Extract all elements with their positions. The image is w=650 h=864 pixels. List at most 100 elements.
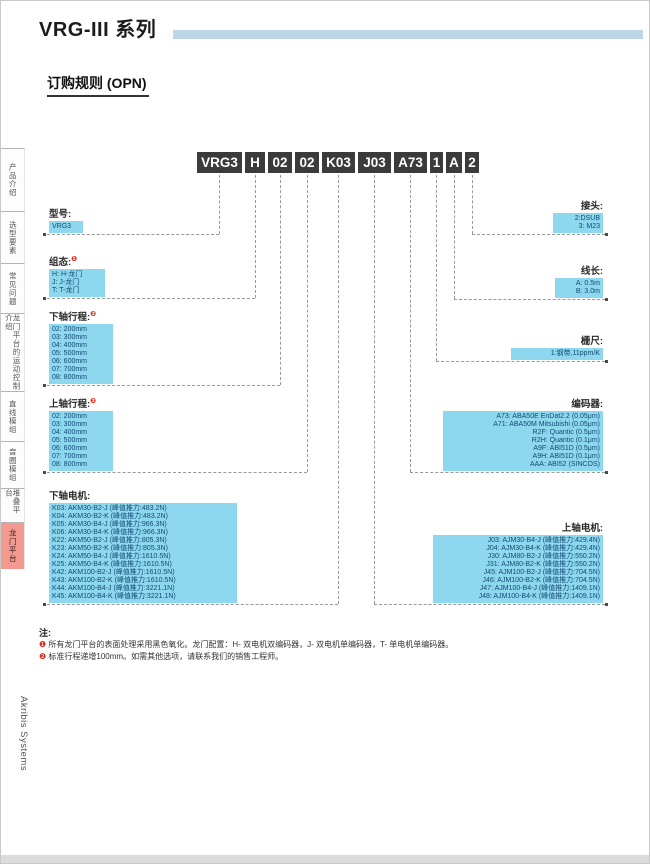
option-item: AAA: ABI52 (SINCOS) [529,461,600,468]
note-marker: ❶ [39,640,47,649]
option-item: J: J-龙门 [52,279,80,286]
connector-line-h [436,361,605,362]
option-item: K03: AKM30-B2-J (峰值推力:483.2N) [52,505,167,512]
connector-line-v [219,175,220,234]
upper-axis-stroke-options: 02: 200mm 03: 300mm 04: 400mm 05: 500mm 06: … [49,411,113,471]
sidebar-tab-label: 龙门平台的运动控制介绍 [4,314,22,391]
part-number-segment: 1 [430,152,443,173]
note-reference-marker: ❶ [71,255,78,263]
lower-axis-motor-label: 下轴电机: [49,488,90,502]
sidebar-tab-2[interactable]: 选型要素 [1,211,25,263]
option-item: J31: AJM80-B2-K (峰值推力:550.2N) [486,561,600,568]
option-item: 1:钢带,11ppm/K [550,350,600,357]
option-item: B: 3.0m [575,288,600,295]
sidebar-tab-strip: 产品介绍 选型要素 常见问题 龙门平台的运动控制介绍 直线模组音圈模组堆叠平台龙门平台 [1,148,25,569]
option-item: 05: 500mm [52,350,88,357]
line-end-dot [605,471,608,474]
option-item: K05: AKM30-B4-J (峰值推力:966.3N) [52,521,167,528]
configuration-label: 组态:❶ [49,254,77,268]
group-label-text: 栅尺: [580,336,603,347]
group-label-text: 编码器: [571,399,603,410]
model-options: VRG3 [49,221,83,233]
note-item: ❶ 所有龙门平台的表面处理采用黑色氧化。龙门配置：H- 双电机双编码器，J- 双… [39,639,453,651]
configuration-options: H: H-龙门 J: J-龙门 T: T-龙门 [49,269,105,297]
connector-line-v [472,175,473,234]
scale-options: 1:钢带,11ppm/K [511,348,603,360]
sidebar-tab-label: 龙门平台 [8,529,18,563]
option-item: A71: ABA50M Mitsubishi (0.05μm) [493,421,600,428]
connector-line-v [255,175,256,298]
section-title: 订购规则 (OPN) [47,73,149,97]
option-item: J30: AJM80-B2-J (峰值推力:550.2N) [487,553,600,560]
sidebar-tab-6[interactable]: 音圈模组 [1,441,25,488]
part-number-segment: 02 [268,152,292,173]
option-item: 07: 700mm [52,453,88,460]
option-item: A73: ABA50E EnDat2.2 (0.05μm) [496,413,600,420]
connector-line-h [472,234,605,235]
brand-vertical-text: Akribis Systems [18,696,29,772]
sidebar-tab-4[interactable]: 龙门平台的运动控制介绍 [1,313,25,391]
sidebar-tab-1[interactable]: 产品介绍 [1,148,25,211]
group-label-text: 上轴电机: [561,523,603,534]
option-item: 06: 600mm [52,445,88,452]
line-end-dot [605,233,608,236]
option-item: K23: AKM50-B2-K (峰值推力:805.3N) [52,545,168,552]
option-item: H: H-龙门 [52,271,83,278]
part-number: VRG3 H 02 02 K03 J03 A73 1 A 2 [197,152,479,173]
sidebar-tab-5[interactable]: 直线模组 [1,391,25,441]
option-item: 08: 800mm [52,374,88,381]
lower-axis-motor-options: K03: AKM30-B2-J (峰值推力:483.2N) K04: AKM30-… [49,503,237,603]
line-end-dot [605,360,608,363]
connector-line-h [47,604,338,605]
option-item: J03: AJM30-B4-J (峰值推力:429.4N) [487,537,600,544]
line-end-dot [605,298,608,301]
option-item: R2H: Quantic (0.1μm) [531,437,600,444]
connector-line-v [454,175,455,299]
encoder-label: 编码器: [571,396,603,410]
part-number-segment: 02 [295,152,319,173]
note-text: 标准行程递增100mm。如需其他选项，请联系我们的销售工程师。 [48,652,284,661]
option-item: VRG3 [52,223,72,230]
line-end-dot [43,233,46,236]
cable-length-options: A: 0.5m B: 3.0m [555,278,603,298]
sidebar-tab-8[interactable]: 龙门平台 [1,522,25,569]
option-item: K06: AKM30-B4-K (峰值推力:966.3N) [52,529,168,536]
option-item: K24: AKM50-B4-J (峰值推力:1610.5N) [52,553,171,560]
upper-axis-motor-label: 上轴电机: [562,520,603,534]
connector-line-v [280,175,281,385]
title-accent-bar [173,30,643,39]
option-item: A9F: ABI51D (0.5μm) [533,445,600,452]
option-item: A9H: ABI51D (0.1μm) [532,453,600,460]
sidebar-tab-label: 堆叠平台 [4,489,22,515]
option-item: 04: 400mm [52,429,88,436]
sidebar-tab-7[interactable]: 堆叠平台 [1,488,25,522]
part-number-segment: K03 [322,152,355,173]
upper-axis-motor-options: J03: AJM30-B4-J (峰值推力:429.4N) J04: AJM30-… [433,535,603,603]
lower-axis-stroke-label: 下轴行程:❷ [49,309,96,323]
model-label: 型号: [49,206,71,220]
line-end-dot [605,603,608,606]
sidebar-tab-3[interactable]: 常见问题 [1,263,25,313]
note-reference-marker: ❷ [90,397,97,405]
group-label-text: 线长: [580,266,603,277]
option-item: J04: AJM30-B4-K (峰值推力:429.4N) [486,545,600,552]
sidebar-tab-label: 音圈模组 [8,448,18,482]
group-label-text: 下轴电机: [49,491,91,502]
note-item: ❷ 标准行程递增100mm。如需其他选项，请联系我们的销售工程师。 [39,651,453,663]
note-reference-marker: ❷ [90,310,97,318]
option-item: T: T-龙门 [52,287,80,294]
part-number-segment: J03 [358,152,391,173]
encoder-options: A73: ABA50E EnDat2.2 (0.05μm) A71: ABA50M… [443,411,603,471]
group-label-text: 上轴行程: [49,399,91,410]
option-item: K22: AKM50-B2-J (峰值推力:805.3N) [52,537,167,544]
connector-line-h [410,472,605,473]
connector-line-h [47,298,255,299]
option-item: K44: AKM100-B4-J (峰值推力:3221.1N) [52,585,175,592]
upper-axis-stroke-label: 上轴行程:❷ [49,396,96,410]
option-item: J46: AJM100-B2-K (峰值推力:704.5N) [482,577,601,584]
option-item: 03: 300mm [52,421,88,428]
connector-line-v [307,175,308,472]
connector-line-v [410,175,411,472]
option-item: K25: AKM50-B4-K (峰值推力:1610.5N) [52,561,172,568]
connector-line-h [374,604,605,605]
